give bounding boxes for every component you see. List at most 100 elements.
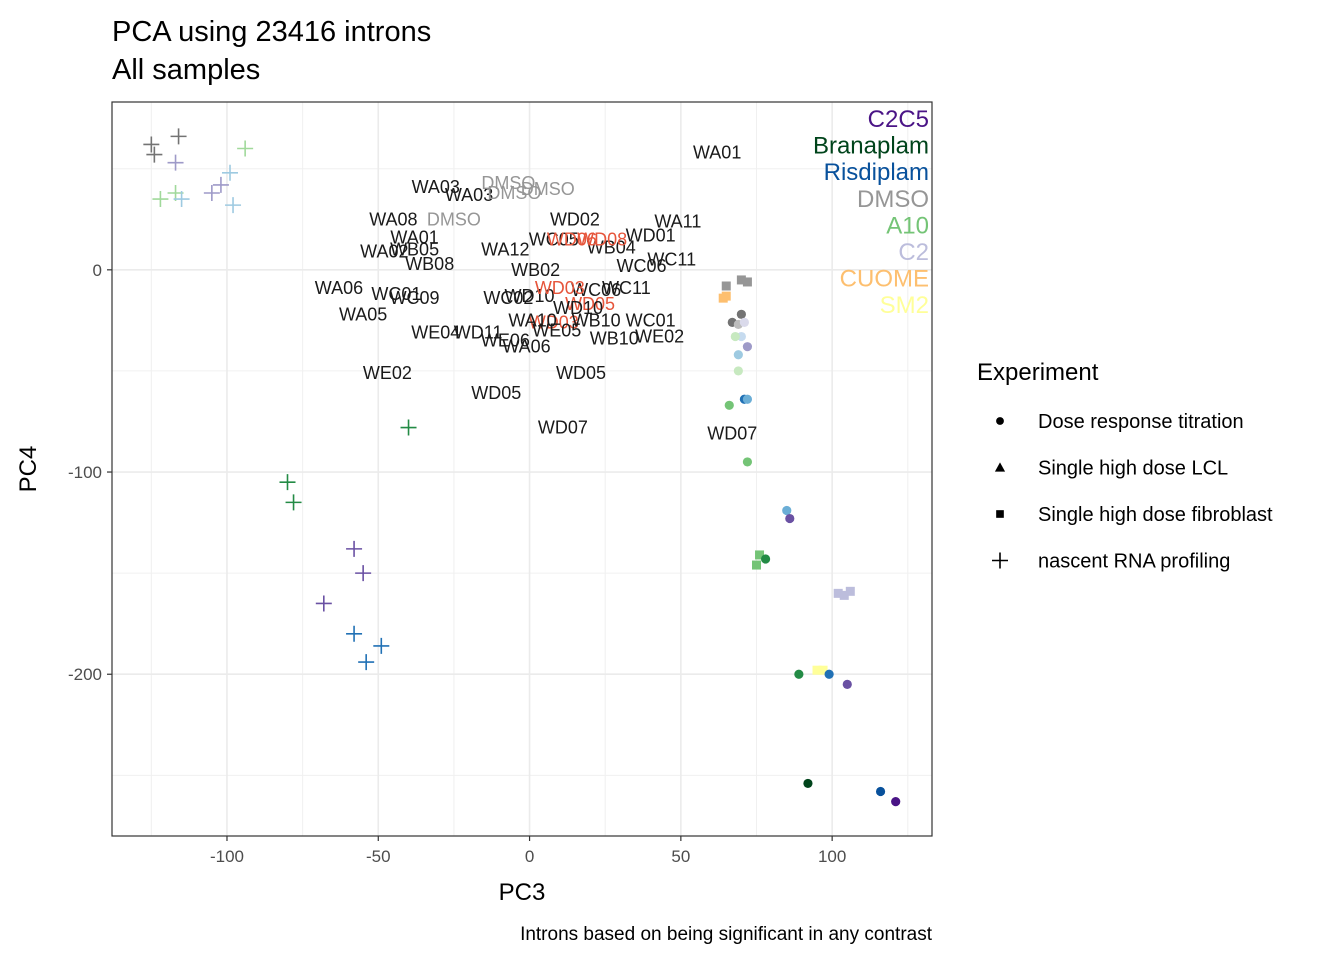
point-label: WC01 (626, 310, 676, 330)
point-label: WE05 (532, 320, 581, 340)
legend-key-square (996, 510, 1004, 518)
data-point-circle (824, 669, 834, 679)
data-point-plus (212, 176, 229, 193)
point-label: WC11 (647, 250, 696, 270)
data-point-plus (315, 595, 332, 612)
point-label: WD05 (556, 363, 606, 383)
drug-label: C2C5 (868, 106, 929, 133)
chart-subtitle: All samples (112, 54, 260, 86)
x-tick-label: 50 (671, 847, 690, 866)
data-point-plus (400, 419, 417, 436)
legend-title: Experiment (977, 359, 1099, 386)
point-label: WB08 (405, 254, 454, 274)
y-tick-label: -200 (68, 665, 102, 684)
data-point-circle (782, 505, 792, 516)
point-label: WA03 (412, 177, 460, 197)
point-label: WC05 (529, 229, 579, 249)
data-point-plus (143, 136, 160, 153)
point-label: WD03 (535, 278, 585, 298)
data-point-circle (739, 317, 749, 328)
data-point-circle (742, 394, 753, 404)
point-label: WA01 (390, 227, 438, 247)
data-point-plus (358, 654, 375, 671)
point-label: WB10 (572, 310, 621, 330)
legend-item-label: Single high dose fibroblast (1038, 504, 1273, 526)
point-label: DMSO (481, 173, 535, 193)
data-point-square (845, 586, 855, 596)
drug-label: Risdiplam (824, 159, 929, 186)
data-point-plus (170, 128, 187, 145)
data-point-plus (152, 191, 169, 208)
data-point-square (752, 560, 762, 570)
data-point-circle (733, 366, 743, 376)
x-tick-label: 0 (525, 847, 534, 866)
point-label: WE04 (411, 323, 460, 343)
drug-label: Branaplam (813, 133, 929, 160)
point-label: WD10 (505, 286, 555, 306)
data-point-square (812, 665, 822, 675)
point-label: DMSO (487, 183, 541, 203)
point-label: WE02 (363, 363, 412, 383)
data-point-circle (875, 786, 886, 797)
data-point-circle (842, 679, 852, 689)
data-point-circle (760, 554, 771, 564)
data-point-plus (222, 164, 239, 181)
data-point-plus (173, 191, 190, 208)
point-label: WD07 (538, 418, 588, 438)
point-label: WD05 (471, 383, 521, 403)
drug-label: CUOME (840, 266, 929, 293)
point-label: DMSO (427, 209, 481, 229)
point-label: WC11 (602, 278, 651, 298)
point-label: WB10 (590, 329, 639, 349)
drug-label: SM2 (880, 292, 929, 319)
point-label: WB05 (390, 240, 439, 260)
data-point-circle (891, 797, 901, 807)
point-label: WC06 (617, 256, 667, 276)
point-label: DMSO (521, 179, 575, 199)
point-label: WA11 (654, 211, 701, 231)
point-label: WB04 (587, 238, 636, 258)
data-point-plus (346, 625, 363, 642)
y-tick-label: -100 (68, 463, 102, 482)
point-label: WA03 (445, 185, 493, 205)
point-label: WA01 (693, 143, 741, 163)
x-tick-label: -50 (366, 847, 391, 866)
point-label: WD08 (577, 229, 627, 249)
data-point-plus (167, 154, 184, 171)
legend-item-label: nascent RNA profiling (1038, 551, 1230, 573)
point-label: WD07 (707, 424, 757, 444)
data-point-plus (355, 565, 372, 582)
chart-caption: Introns based on being significant in an… (520, 924, 933, 945)
point-label: WD06 (547, 229, 597, 249)
point-label: WA08 (369, 209, 417, 229)
shape-legend: Experiment Dose response titration Single… (977, 359, 1273, 573)
chart-title: PCA using 23416 introns (112, 16, 431, 48)
point-label: WC02 (483, 288, 533, 308)
legend-item-label: Single high dose LCL (1038, 458, 1228, 480)
data-point-square (818, 665, 828, 675)
legend-item-label: Dose response titration (1038, 411, 1244, 433)
data-point-square (721, 281, 731, 291)
point-label: WD10 (553, 298, 603, 318)
x-axis-title: PC3 (499, 879, 546, 906)
point-label: WA06 (315, 278, 363, 298)
legend-key-plus (992, 552, 1008, 569)
data-point-circle (730, 331, 740, 342)
data-point-square (742, 277, 752, 287)
point-label: WD05 (565, 294, 615, 314)
data-point-plus (279, 474, 296, 491)
data-points (143, 128, 901, 807)
point-label: WE06 (481, 331, 530, 351)
drug-label: A10 (886, 212, 929, 239)
data-point-circle (785, 513, 795, 524)
plot-panel (112, 102, 932, 836)
point-label: WD11 (454, 323, 503, 343)
data-point-circle (724, 400, 734, 410)
data-point-circle (733, 350, 743, 360)
legend-key-circle (996, 417, 1004, 425)
point-label: WE02 (635, 327, 684, 347)
data-point-circle (742, 342, 753, 352)
legend-key-triangle (994, 462, 1006, 472)
point-label: WD01 (626, 225, 676, 245)
